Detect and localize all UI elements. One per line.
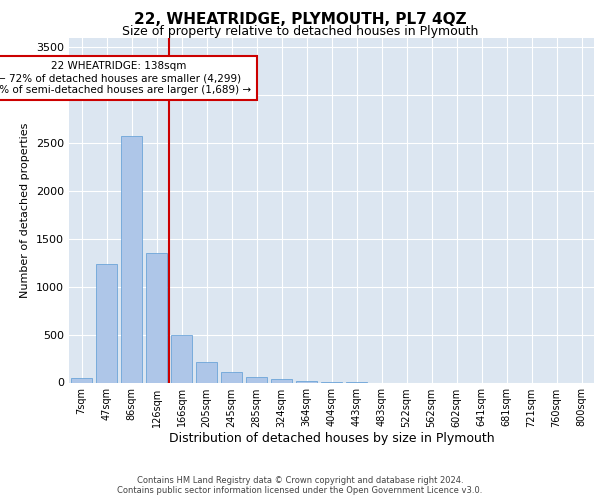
Bar <box>121 136 142 382</box>
Y-axis label: Number of detached properties: Number of detached properties <box>20 122 31 298</box>
Bar <box>221 372 242 382</box>
Bar <box>196 362 217 382</box>
Text: Size of property relative to detached houses in Plymouth: Size of property relative to detached ho… <box>122 25 478 38</box>
Bar <box>271 379 292 382</box>
Text: 22, WHEATRIDGE, PLYMOUTH, PL7 4QZ: 22, WHEATRIDGE, PLYMOUTH, PL7 4QZ <box>134 12 466 28</box>
Bar <box>296 380 317 382</box>
Text: 22 WHEATRIDGE: 138sqm
← 72% of detached houses are smaller (4,299)
28% of semi-d: 22 WHEATRIDGE: 138sqm ← 72% of detached … <box>0 62 251 94</box>
Bar <box>246 377 267 382</box>
Text: Contains HM Land Registry data © Crown copyright and database right 2024.
Contai: Contains HM Land Registry data © Crown c… <box>118 476 482 495</box>
Bar <box>146 253 167 382</box>
Bar <box>171 334 192 382</box>
X-axis label: Distribution of detached houses by size in Plymouth: Distribution of detached houses by size … <box>169 432 494 446</box>
Bar <box>96 264 117 382</box>
Bar <box>71 378 92 382</box>
